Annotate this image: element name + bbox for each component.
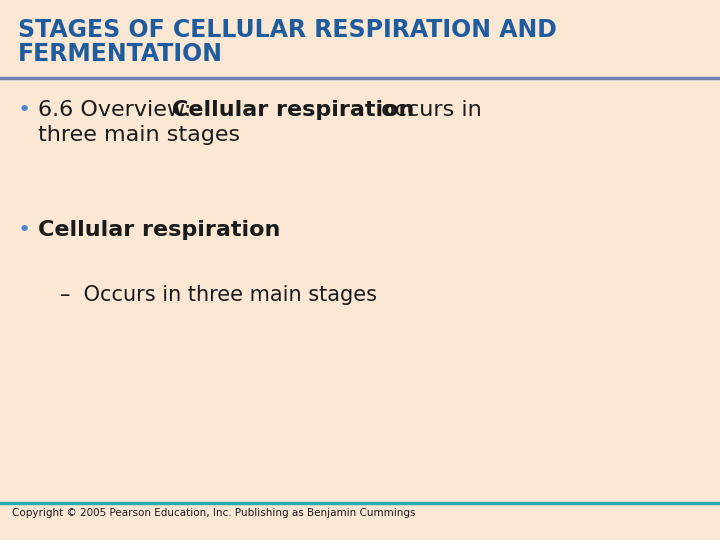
Text: Cellular respiration: Cellular respiration <box>38 220 280 240</box>
Text: •: • <box>18 220 31 240</box>
Text: •: • <box>18 100 31 120</box>
Text: FERMENTATION: FERMENTATION <box>18 42 223 66</box>
Text: Copyright © 2005 Pearson Education, Inc. Publishing as Benjamin Cummings: Copyright © 2005 Pearson Education, Inc.… <box>12 508 415 518</box>
Text: STAGES OF CELLULAR RESPIRATION AND: STAGES OF CELLULAR RESPIRATION AND <box>18 18 557 42</box>
Text: 6.6 Overview:: 6.6 Overview: <box>38 100 199 120</box>
Text: three main stages: three main stages <box>38 125 240 145</box>
Text: occurs in: occurs in <box>374 100 482 120</box>
Text: –  Occurs in three main stages: – Occurs in three main stages <box>60 285 377 305</box>
Text: Cellular respiration: Cellular respiration <box>172 100 415 120</box>
